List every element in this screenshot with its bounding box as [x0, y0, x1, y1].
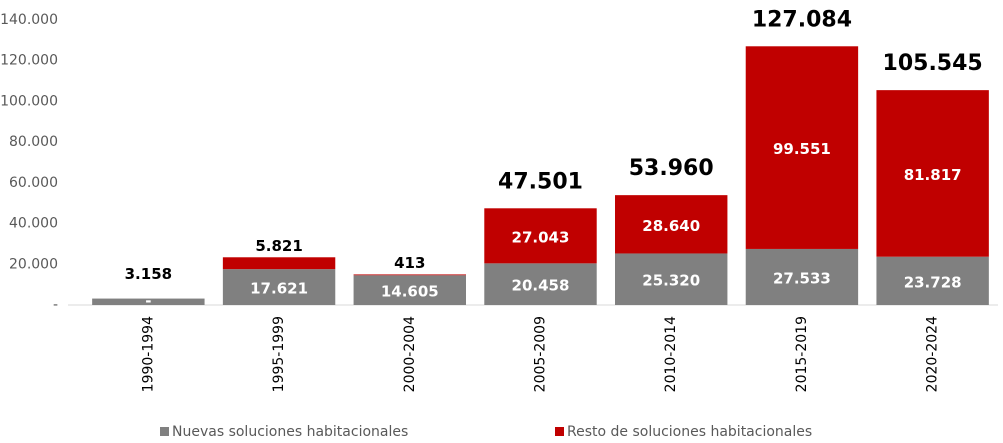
x-tick-label: 2015-2019 — [794, 316, 810, 392]
bar-segment — [353, 275, 466, 305]
legend-swatch — [160, 427, 169, 436]
x-tick-label: 2000-2004 — [402, 316, 418, 392]
x-tick-label: 1990-1994 — [140, 316, 156, 392]
bar-segment — [876, 256, 989, 305]
data-label: 81.817 — [904, 166, 962, 184]
data-label: 99.551 — [773, 140, 831, 158]
data-label: 14.605 — [381, 283, 439, 301]
data-label: 5.821 — [255, 237, 302, 255]
y-tick-label: 100.000 — [0, 93, 58, 109]
bar-segment — [615, 195, 728, 254]
data-label: - — [145, 292, 151, 310]
data-label: 413 — [394, 254, 425, 272]
y-tick-label: 20.000 — [9, 256, 58, 272]
data-label: 23.728 — [904, 273, 962, 291]
bar-segment — [222, 257, 336, 270]
data-label: 17.621 — [250, 280, 308, 298]
bar-segment — [745, 248, 859, 305]
total-label: 47.501 — [498, 169, 583, 194]
data-label: 27.043 — [512, 228, 570, 246]
y-tick-label: - — [53, 297, 58, 313]
x-tick-label: 1995-1999 — [271, 316, 287, 392]
bar-segment — [484, 263, 597, 305]
bar-segment — [92, 298, 205, 305]
bar-segment — [222, 269, 336, 305]
bar-segment — [353, 274, 466, 276]
legend-label: Resto de soluciones habitacionales — [567, 424, 812, 440]
data-label: 20.458 — [512, 277, 570, 295]
y-tick-label: 60.000 — [9, 175, 58, 191]
total-label: 105.545 — [883, 51, 983, 76]
y-tick-label: 120.000 — [0, 53, 58, 69]
data-label: 25.320 — [642, 272, 700, 290]
x-tick-label: 2005-2009 — [533, 316, 549, 392]
bar-segment — [745, 46, 859, 249]
total-label: 53.960 — [629, 156, 714, 181]
y-tick-label: 140.000 — [0, 12, 58, 28]
x-tick-label: 2020-2024 — [925, 316, 941, 392]
y-tick-label: 40.000 — [9, 216, 58, 232]
total-label: 127.084 — [752, 7, 852, 32]
bar-segment — [484, 208, 597, 264]
data-label: 27.533 — [773, 269, 831, 287]
bar-segment — [876, 90, 989, 257]
total-label: 3.158 — [125, 265, 172, 283]
bar-segment — [615, 253, 728, 305]
data-label: 28.640 — [642, 217, 700, 235]
legend-swatch — [555, 427, 564, 436]
x-tick-label: 2010-2014 — [663, 316, 679, 392]
y-tick-label: 80.000 — [9, 134, 58, 150]
legend-label: Nuevas soluciones habitacionales — [172, 424, 408, 440]
